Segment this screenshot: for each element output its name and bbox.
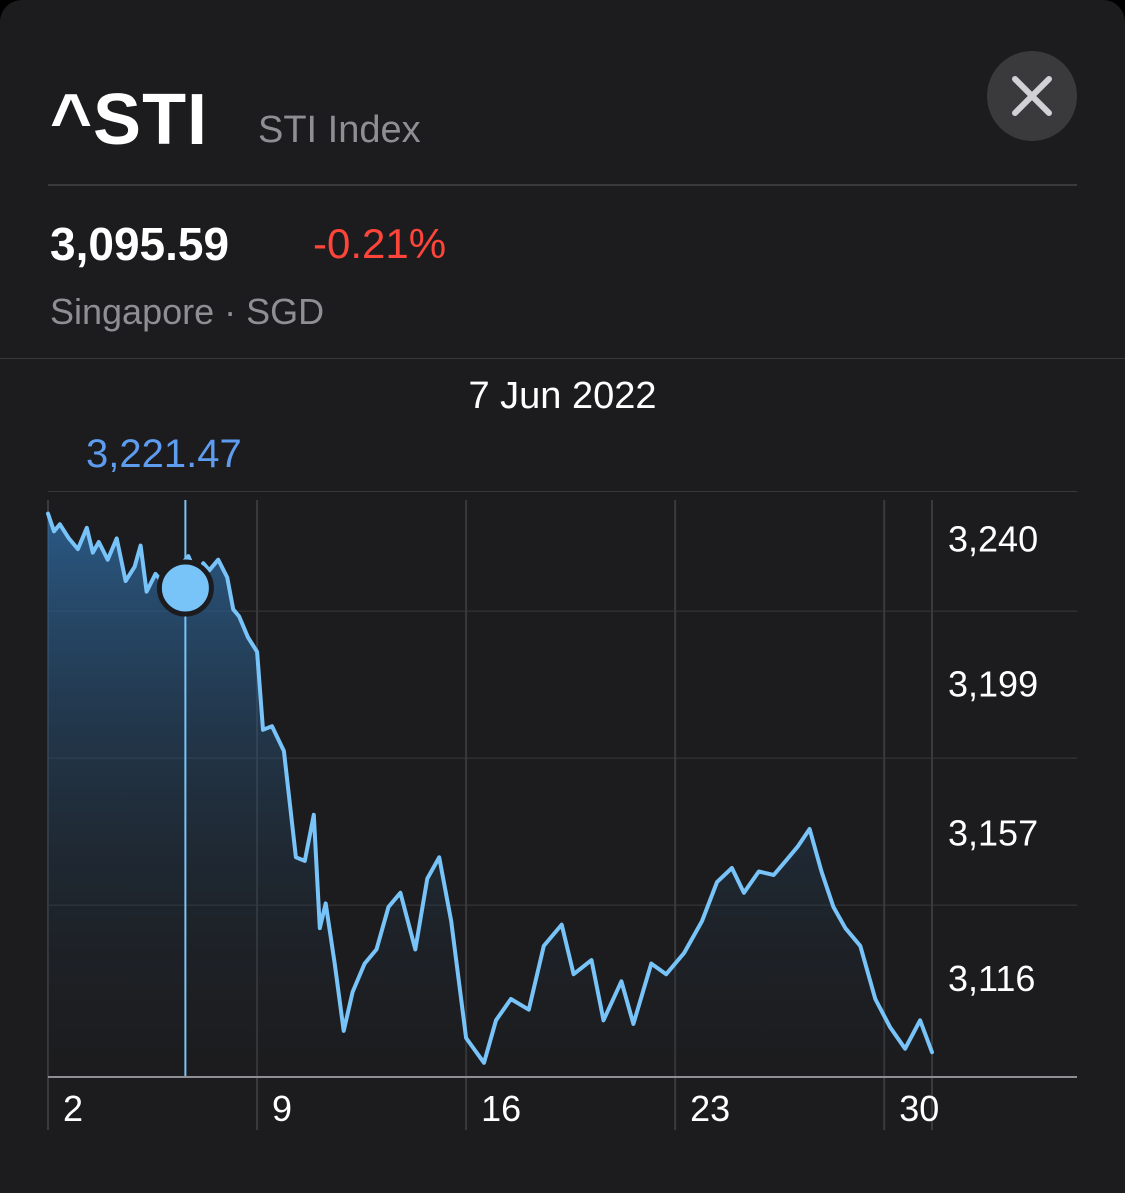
exchange-currency: Singapore · SGD (50, 291, 325, 332)
close-button[interactable] (987, 51, 1077, 141)
index-name: STI Index (258, 109, 421, 151)
selected-value: 3,221.47 (86, 432, 242, 476)
y-axis-labels: 3,240 3,199 3,157 3,116 (948, 518, 1038, 998)
price-change: -0.21% (313, 220, 447, 267)
chart-top-divider (48, 491, 1077, 492)
x-tick-label: 16 (481, 1088, 521, 1129)
ticker-symbol: ^STI (50, 80, 209, 160)
x-tick-label: 23 (690, 1088, 730, 1129)
x-tick-label: 9 (272, 1088, 292, 1129)
current-price: 3,095.59 (50, 218, 230, 270)
x-tick-label: 2 (63, 1088, 83, 1129)
section-divider (0, 358, 1125, 359)
selected-date: 7 Jun 2022 (468, 375, 657, 417)
y-tick-label: 3,116 (948, 958, 1035, 999)
price-line (46, 511, 934, 1065)
header-divider (48, 184, 1077, 186)
close-icon (1012, 76, 1052, 116)
y-tick-label: 3,199 (948, 664, 1038, 705)
selection-cursor-dot[interactable] (156, 559, 214, 617)
y-tick-label: 3,240 (948, 518, 1038, 559)
x-axis-labels: 2 9 16 23 30 (63, 1088, 939, 1129)
price-area-fill (48, 513, 932, 1077)
x-tick-label: 30 (899, 1088, 939, 1129)
y-tick-label: 3,157 (948, 813, 1038, 854)
